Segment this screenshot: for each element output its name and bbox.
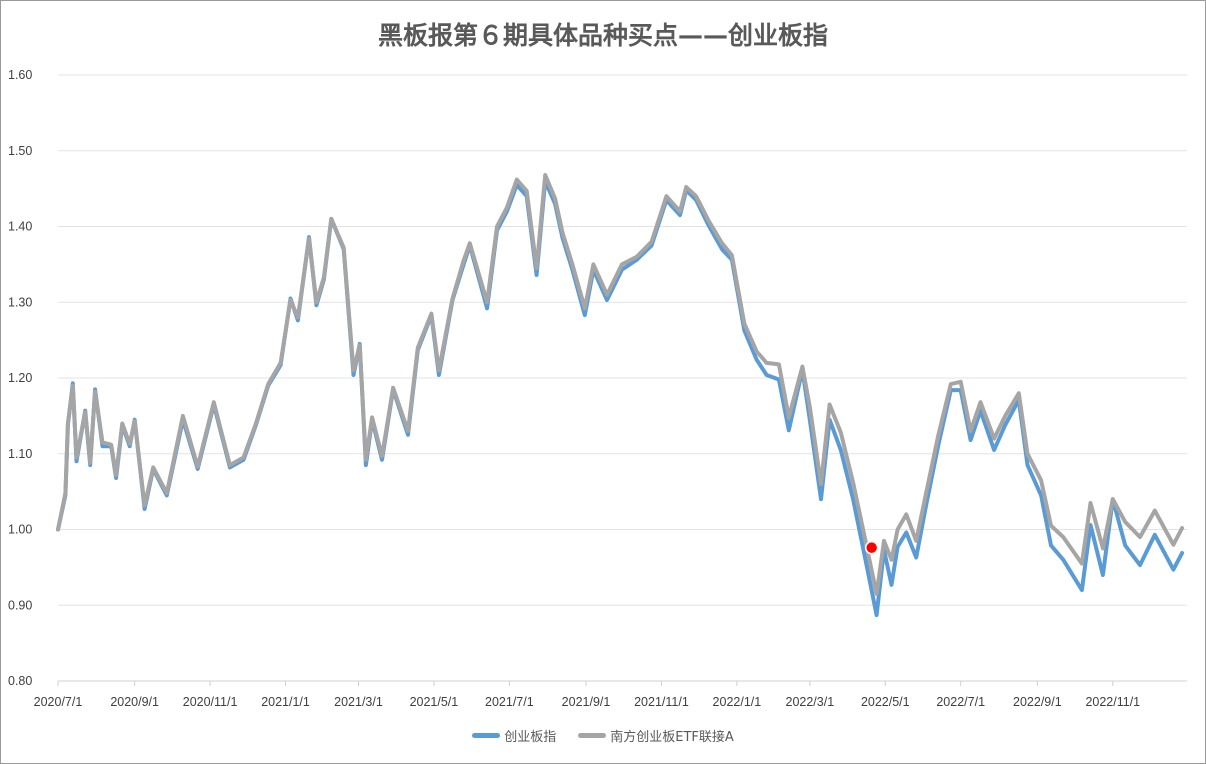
x-tick-label: 2021/9/1 xyxy=(562,695,611,709)
x-tick-label: 2021/5/1 xyxy=(410,695,459,709)
x-tick-label: 2022/1/1 xyxy=(713,695,762,709)
y-tick-label: 0.90 xyxy=(8,598,32,612)
y-tick-label: 1.00 xyxy=(8,523,32,537)
x-tick-label: 2021/1/1 xyxy=(261,695,310,709)
y-tick-label: 1.20 xyxy=(8,371,32,385)
legend: 创业板指 南方创业板ETF联接A xyxy=(0,726,1206,745)
buy-point-marker xyxy=(864,540,879,555)
x-tick-label: 2022/7/1 xyxy=(936,695,985,709)
legend-label-index: 创业板指 xyxy=(504,730,557,745)
legend-item-index: 创业板指 xyxy=(472,726,556,745)
y-tick-label: 1.30 xyxy=(8,295,32,309)
legend-swatch-index xyxy=(472,733,501,738)
y-tick-label: 1.60 xyxy=(8,68,32,82)
y-tick-label: 1.40 xyxy=(8,220,32,234)
x-tick-label: 2021/3/1 xyxy=(334,695,383,709)
x-tick-label: 2021/7/1 xyxy=(485,695,534,709)
legend-label-etf: 南方创业板ETF联接A xyxy=(610,730,734,745)
x-tick-label: 2022/9/1 xyxy=(1013,695,1062,709)
legend-item-etf: 南方创业板ETF联接A xyxy=(578,726,734,745)
legend-swatch-etf xyxy=(578,733,607,738)
x-tick-label: 2022/5/1 xyxy=(861,695,910,709)
y-tick-label: 1.50 xyxy=(8,144,32,158)
series-line-etf xyxy=(56,173,1185,596)
x-tick-label: 2020/7/1 xyxy=(34,695,83,709)
x-tick-label: 2022/3/1 xyxy=(786,695,835,709)
chart-title: 黑板报第６期具体品种买点——创业板指 xyxy=(377,21,828,50)
x-tick-label: 2020/11/1 xyxy=(183,695,238,709)
y-tick-label: 0.80 xyxy=(8,674,32,688)
x-tick-label: 2022/11/1 xyxy=(1085,695,1140,709)
series-line-index xyxy=(56,179,1185,618)
y-tick-label: 1.10 xyxy=(8,447,32,461)
x-tick-label: 2020/9/1 xyxy=(110,695,159,709)
x-tick-label: 2021/11/1 xyxy=(634,695,689,709)
